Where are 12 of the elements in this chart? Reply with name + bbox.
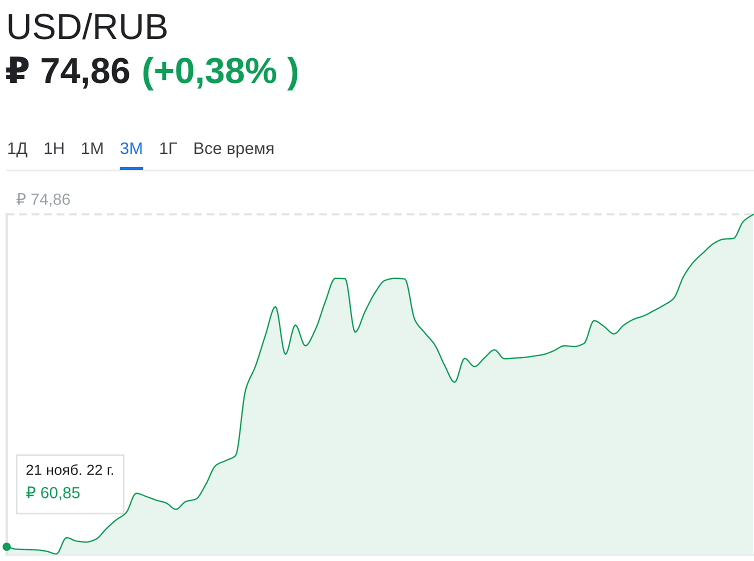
text: 3М (120, 142, 142, 154)
text: Все время (194, 142, 274, 158)
chart-title: USD/RUB (8, 12, 167, 40)
text: 1М (82, 142, 103, 154)
chart-subtitle: ₽ 74,86 (6, 56, 130, 89)
annotation: 21 нояб. 22 г. (26, 464, 114, 476)
text: 1Н (44, 142, 64, 154)
text: 1Г (160, 142, 177, 154)
text: 1Д (8, 142, 28, 158)
ref-line-label: ₽ 74,86 (16, 193, 70, 207)
text: (+0,38% ) (143, 56, 298, 90)
annotation: ₽ 60,85 (26, 486, 80, 500)
